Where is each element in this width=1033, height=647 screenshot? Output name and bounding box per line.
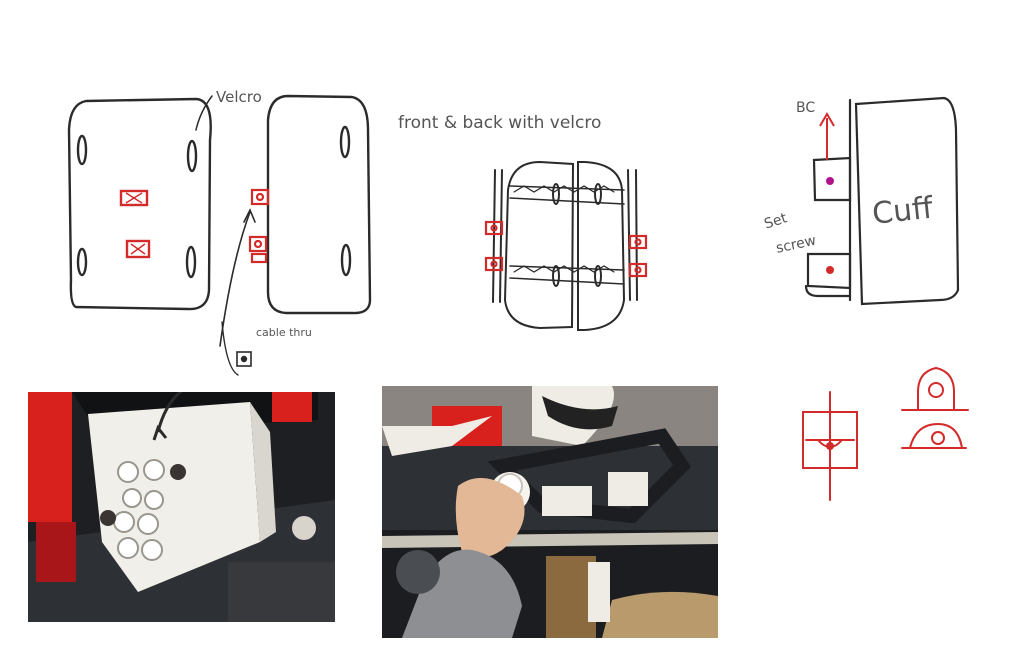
sketch-mount-detail (802, 366, 969, 501)
photo-device-in-hand (382, 386, 718, 638)
lower-screw-dot (826, 266, 834, 274)
label-bc: BC (796, 100, 815, 116)
red-cable-mounts-front (119, 189, 151, 259)
label-cable-thru: cable thru (256, 326, 312, 339)
sketch-cuff-set-screw (804, 96, 960, 306)
sketch-side-plate (219, 94, 372, 376)
photo-mount-block (28, 392, 335, 622)
red-mounts-front-back (484, 220, 648, 278)
set-screw-dot (826, 177, 834, 185)
red-cable-mounts-side (248, 188, 270, 264)
label-cuff: Cuff (871, 190, 936, 231)
label-front-back: front & back with velcro (398, 113, 601, 133)
label-velcro: Velcro (216, 88, 262, 106)
label-set-screw-1: Set (762, 210, 789, 232)
sketch-front-back (492, 160, 638, 331)
bc-arrow (819, 112, 835, 160)
sketch-cuff-plate (67, 95, 213, 311)
